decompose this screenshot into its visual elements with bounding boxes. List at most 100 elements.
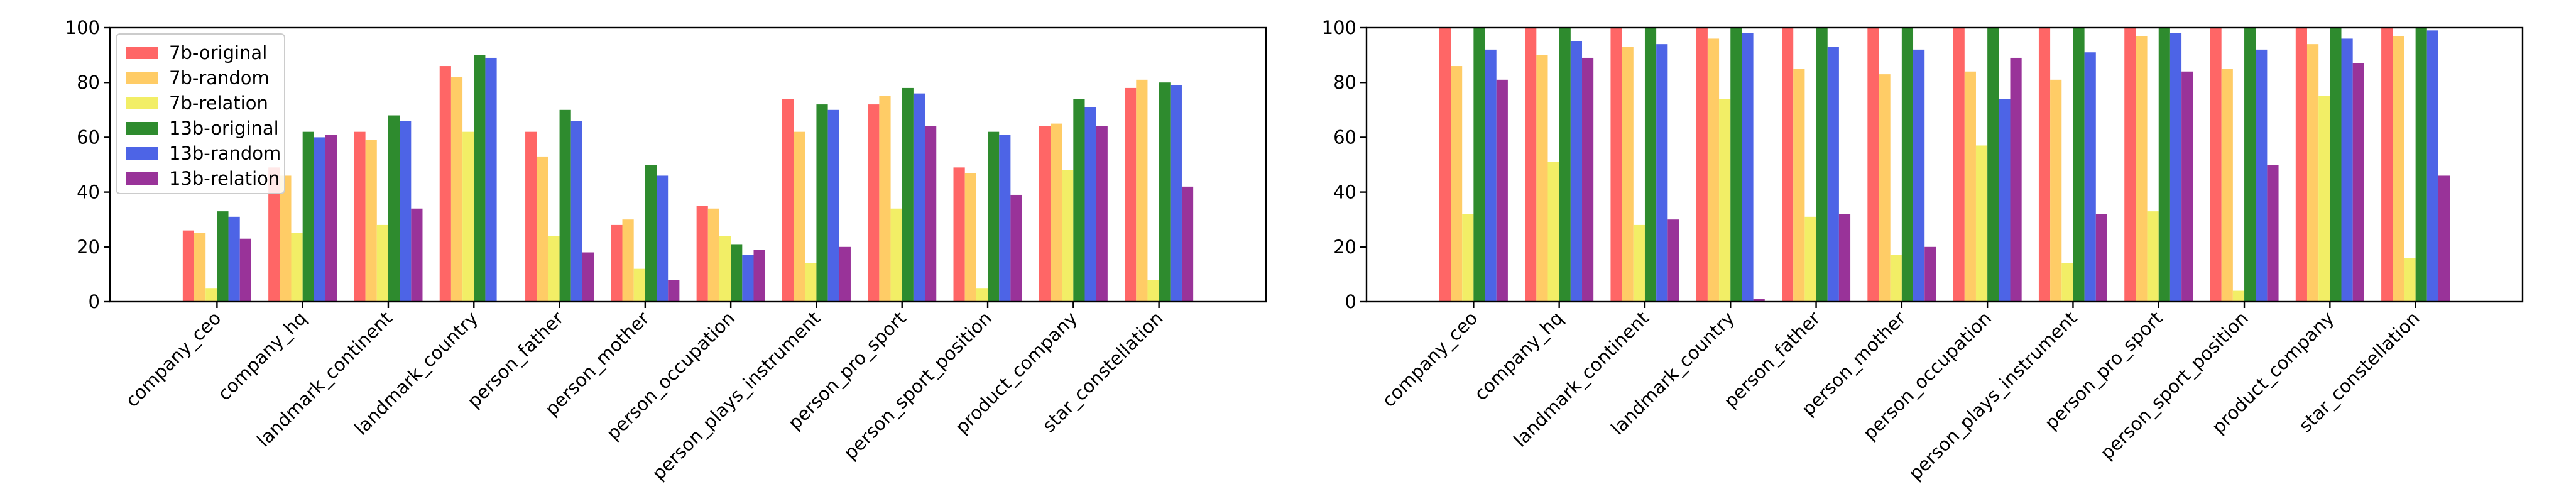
axes-frame [1365,26,2524,303]
bar-13b-random-product_company [2341,38,2353,302]
bar-13b-relation-person_occupation [2010,57,2022,302]
bar-13b-relation-person_mother [1924,246,1936,302]
bar-13b-original-person_mother [645,165,657,302]
bar-13b-random-landmark_country [1742,33,1754,302]
bar-7b-relation-landmark_country [462,131,474,302]
bar-13b-original-company_ceo [1473,28,1485,302]
bar-13b-relation-person_father [1838,214,1851,302]
bar-13b-original-person_occupation [1987,28,1999,302]
bar-13b-random-person_sport_position [2256,49,2268,302]
bar-7b-random-person_pro_sport [879,96,891,302]
bar-13b-random-person_occupation [1999,99,2011,302]
bar-13b-original-product_company [2330,28,2342,302]
bar-7b-original-star_constellation [1125,87,1137,302]
bar-7b-original-person_occupation [696,206,708,302]
bar-13b-original-landmark_continent [1644,28,1657,302]
bar-13b-original-person_sport_position [988,131,1000,302]
bar-7b-random-landmark_country [1707,38,1720,302]
bar-7b-random-person_mother [622,219,634,302]
bar-13b-original-landmark_country [474,55,486,302]
bar-13b-relation-landmark_continent [411,208,423,302]
bar-7b-random-person_occupation [707,208,719,302]
bar-7b-relation-company_ceo [1462,214,1474,302]
bar-13b-original-company_hq [302,131,314,302]
bar-7b-random-product_company [2306,44,2319,302]
bar-7b-relation-person_mother [633,268,645,302]
bar-7b-original-person_father [1782,28,1794,302]
y-tick-label: 60 [1333,126,1356,148]
bar-7b-random-product_company [1050,123,1062,302]
y-tick-label: 40 [77,182,100,203]
y-tick-label: 20 [1333,236,1356,258]
bar-13b-random-person_pro_sport [913,93,925,302]
bar-13b-original-person_pro_sport [2158,28,2170,302]
y-tick-label: 60 [77,126,100,148]
y-tick-label: 80 [77,72,100,93]
bar-13b-random-person_mother [657,175,669,302]
bar-13b-relation-product_company [2352,63,2364,302]
legend-swatch-7b-original [126,47,158,59]
bar-13b-relation-person_father [582,252,594,302]
bar-13b-random-person_plays_instrument [827,109,839,302]
bar-7b-original-person_sport_position [2210,28,2222,302]
bar-13b-original-company_hq [1559,28,1571,302]
bar-7b-relation-person_mother [1890,255,1902,302]
bar-7b-random-star_constellation [1136,79,1148,302]
bar-13b-relation-person_occupation [753,250,765,302]
bar-7b-original-person_plays_instrument [782,99,794,302]
bar-13b-original-star_constellation [2415,28,2427,302]
bar-7b-relation-landmark_country [1719,99,1731,302]
bar-7b-original-landmark_continent [354,131,366,302]
legend-label-7b-original: 7b-original [169,42,267,63]
legend-label-7b-relation: 7b-relation [169,92,268,114]
bar-7b-original-company_ceo [1439,28,1451,302]
bar-13b-random-company_hq [314,137,326,302]
bar-7b-relation-person_occupation [719,236,731,302]
bar-7b-random-person_sport_position [964,173,976,302]
bar-13b-relation-person_pro_sport [2181,71,2193,302]
bar-13b-random-person_occupation [742,255,754,302]
bar-13b-random-company_ceo [1485,49,1497,302]
bar-7b-random-company_ceo [194,233,206,302]
bar-13b-relation-company_hq [325,135,337,302]
bar-7b-original-person_father [525,131,537,302]
bar-7b-relation-landmark_continent [1633,224,1645,302]
bar-13b-relation-person_pro_sport [925,126,937,302]
bar-7b-relation-person_plays_instrument [805,263,817,302]
bar-7b-original-product_company [1039,126,1051,302]
bar-7b-relation-company_hq [1547,162,1559,302]
bar-7b-relation-person_father [1804,216,1816,302]
bar-13b-random-star_constellation [2426,30,2438,302]
bar-13b-relation-company_ceo [239,238,251,302]
bar-13b-relation-landmark_country [1753,299,1765,302]
bar-7b-random-person_pro_sport [2136,36,2148,302]
bar-7b-relation-person_father [548,236,560,302]
bar-7b-relation-company_ceo [205,288,217,302]
legend-swatch-7b-relation [126,97,158,109]
bar-7b-original-person_mother [611,224,623,302]
bar-13b-random-person_pro_sport [2169,33,2182,302]
bar-13b-original-landmark_continent [388,115,400,302]
y-tick-label: 0 [1345,291,1356,312]
y-tick-label: 20 [77,236,100,258]
bar-7b-original-landmark_continent [1610,28,1622,302]
legend-swatch-13b-relation [126,172,158,185]
bar-13b-random-person_father [1827,47,1839,302]
legend-label-7b-random: 7b-random [169,67,270,89]
bar-7b-random-landmark_country [450,77,463,302]
bar-13b-relation-person_sport_position [2267,165,2279,302]
bar-13b-random-person_father [570,121,582,302]
bar-7b-relation-person_plays_instrument [2061,263,2073,302]
bar-13b-relation-company_hq [1582,57,1594,302]
bar-13b-original-person_plays_instrument [816,104,828,302]
bar-13b-random-landmark_continent [400,121,412,302]
bar-7b-relation-company_hq [291,233,303,302]
bar-7b-original-company_hq [1525,28,1537,302]
bar-7b-relation-star_constellation [1147,280,1159,302]
bar-7b-relation-star_constellation [2404,258,2416,302]
bar-13b-relation-landmark_continent [1667,219,1679,302]
bar-13b-random-person_sport_position [999,135,1011,302]
bar-13b-random-company_ceo [228,216,240,302]
bar-7b-original-person_sport_position [953,167,965,302]
